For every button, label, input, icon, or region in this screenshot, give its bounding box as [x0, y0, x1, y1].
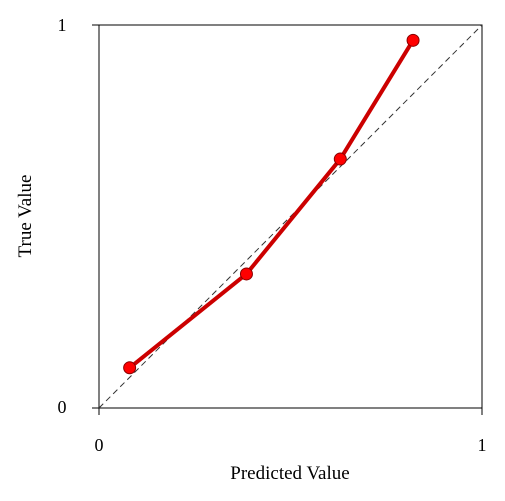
series-line: [127, 38, 416, 370]
y-tick-label: 0: [58, 397, 67, 417]
plot-frame: [98, 24, 483, 409]
data-point: [239, 267, 253, 281]
y-axis-label: True Value: [15, 175, 36, 258]
x-tick-label: 0: [95, 435, 104, 455]
data-point: [406, 33, 420, 47]
data-point: [333, 152, 347, 166]
data-point: [123, 361, 137, 375]
x-tick-label: 1: [478, 435, 487, 455]
y-tick-label: 1: [58, 15, 67, 35]
reference-diagonal-line: [98, 24, 483, 409]
plot-area: [92, 24, 483, 415]
x-axis-label: Predicted Value: [230, 463, 349, 484]
